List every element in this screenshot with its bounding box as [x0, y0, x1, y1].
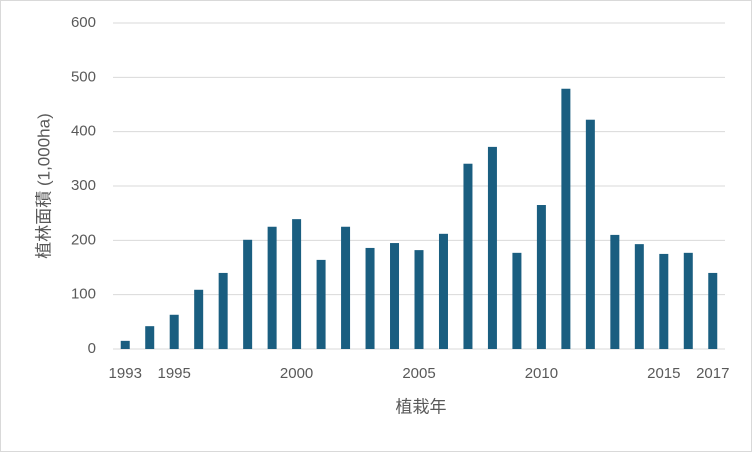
bar	[536, 205, 546, 349]
y-axis-label: 植林面積 (1,000ha)	[34, 113, 53, 259]
y-tick-label: 400	[71, 123, 96, 140]
bar	[414, 250, 424, 349]
bar	[365, 247, 375, 349]
bar	[512, 252, 522, 349]
x-tick-label: 1993	[109, 365, 142, 382]
bar	[487, 146, 497, 349]
y-tick-label: 600	[71, 14, 96, 31]
bar	[316, 259, 326, 349]
y-tick-label: 500	[71, 68, 96, 85]
bar	[610, 234, 620, 349]
bar	[194, 289, 204, 349]
bar	[708, 272, 718, 349]
x-tick-label: 2000	[280, 365, 313, 382]
bar	[683, 252, 693, 349]
y-tick-label: 300	[71, 177, 96, 194]
bar	[463, 163, 473, 349]
x-tick-label: 2017	[696, 365, 729, 382]
y-tick-label: 200	[71, 231, 96, 248]
x-tick-label: 2005	[402, 365, 435, 382]
bar	[120, 340, 130, 349]
bar	[634, 244, 644, 349]
bar	[145, 326, 155, 349]
bar	[243, 239, 253, 349]
bar	[659, 253, 669, 349]
bar	[585, 119, 595, 349]
bar	[561, 88, 571, 349]
bar	[169, 314, 179, 349]
y-tick-label: 0	[88, 340, 96, 357]
bar	[218, 272, 228, 349]
x-tick-label: 2010	[525, 365, 558, 382]
y-tick-label: 100	[71, 286, 96, 303]
bar	[438, 233, 448, 349]
x-axis-label: 植栽年	[396, 397, 447, 416]
bar	[267, 226, 277, 349]
x-tick-label: 2015	[647, 365, 680, 382]
x-tick-label: 1995	[158, 365, 191, 382]
bar	[390, 243, 400, 349]
bar	[292, 219, 302, 349]
bar	[341, 226, 351, 349]
